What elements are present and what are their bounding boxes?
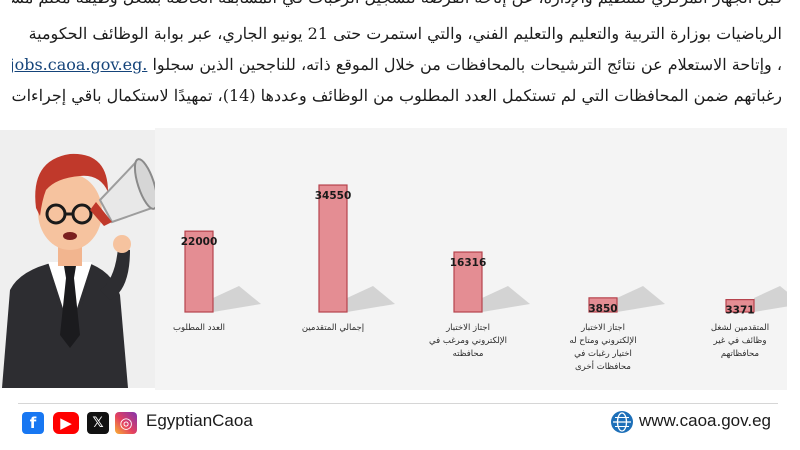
category-label: محافظات أخرى [575, 360, 631, 372]
category-label: وظائف في غير [713, 336, 767, 346]
youtube-icon[interactable]: ▶ [53, 412, 79, 434]
article-paragraph: قبل الجهاز المركزي للتنظيم والإدارة، عن … [12, 0, 782, 112]
article-line-1: قبل الجهاز المركزي للتنظيم والإدارة، عن … [12, 0, 782, 10]
bars-layer [184, 184, 787, 313]
chart-bar [184, 230, 214, 313]
footer-divider [18, 403, 778, 404]
category-label: محافظته [453, 349, 484, 359]
chart-plot: 22000 العدد المطلوب 34550 إجمالي المتقدمين 1… [173, 184, 787, 372]
globe-icon [611, 411, 633, 433]
chart-bar [588, 297, 618, 313]
bar-value-label: 22000 [181, 236, 218, 248]
bar-value-label: 3850 [588, 303, 617, 315]
bar-shadow [617, 286, 665, 312]
article-line-3-text: ، وإتاحة الاستعلام عن نتائج الترشيحات با… [152, 55, 782, 74]
website-link[interactable]: www.caoa.gov.eg [639, 411, 771, 430]
category-label: اختيار رغبات في [574, 349, 632, 359]
category-label: المتقدمين لشغل [711, 323, 769, 333]
instagram-icon[interactable]: ◎ [115, 412, 137, 434]
article-line-4: رغباتهم ضمن المحافظات التي لم تستكمل الع… [12, 86, 782, 105]
chart-bar [725, 299, 755, 313]
category-label: الإلكتروني ومرغب في [429, 336, 507, 346]
article-line-2: الرياضيات بوزارة التربية والتعليم والتعل… [28, 24, 782, 43]
x-icon[interactable]: 𝕏 [87, 412, 109, 434]
bar-value-label: 16316 [450, 257, 487, 269]
category-label: إجمالي المتقدمين [302, 323, 364, 333]
megaphone-man-illustration [0, 130, 160, 388]
category-label: العدد المطلوب [173, 323, 225, 333]
chart-bar [318, 184, 348, 313]
labels-layer: 22000 العدد المطلوب 34550 إجمالي المتقدمين 1… [173, 190, 769, 372]
jobs-portal-link[interactable]: https://jobs.caoa.gov.eg. [12, 55, 148, 74]
bar-shadow [754, 286, 787, 312]
article-line-3: ، وإتاحة الاستعلام عن نتائج الترشيحات با… [12, 53, 782, 77]
category-label: اجتاز الاختبار [580, 323, 625, 333]
bar-shadow [213, 286, 261, 312]
category-label: اجتاز الاختبار [445, 323, 490, 333]
bar-shadow [347, 286, 395, 312]
bar-value-label: 34550 [315, 190, 352, 202]
social-handle[interactable]: EgyptianCaoa [146, 411, 253, 430]
category-label: محافظاتهم [721, 349, 759, 359]
bar-value-label: 3371 [725, 305, 754, 317]
bar-shadow [482, 286, 530, 312]
applicants-bar-chart: 22000 العدد المطلوب 34550 إجمالي المتقدمين 1… [155, 128, 787, 390]
chart-bar [453, 251, 483, 313]
category-label: الإلكتروني ومتاح له [569, 336, 636, 346]
megaphone-man-icon [0, 130, 160, 388]
facebook-icon[interactable]: f [22, 412, 44, 434]
